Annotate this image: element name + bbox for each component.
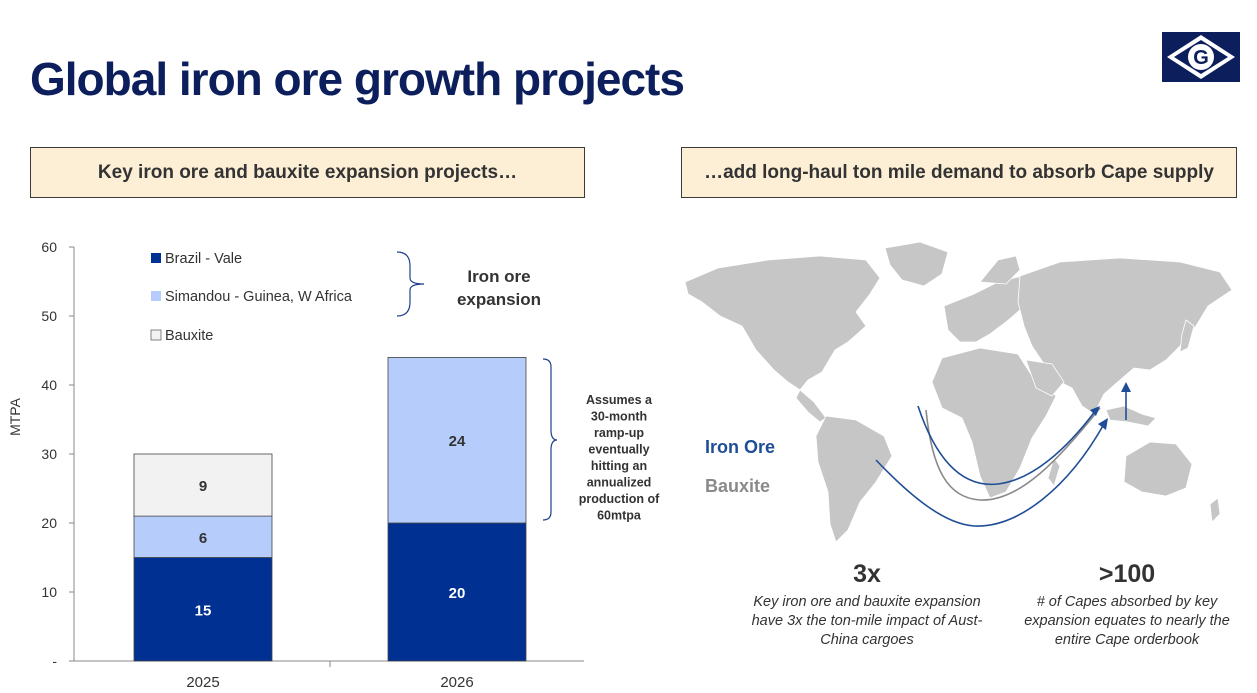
scandinavia	[979, 255, 1021, 285]
bar-value-label: 6	[199, 530, 207, 547]
stat-text: Key iron ore and bauxite expansion have …	[751, 594, 983, 648]
legend-swatch	[151, 291, 161, 301]
bar-segment	[133, 515, 273, 558]
arrow-head-iron-africa	[1090, 406, 1100, 416]
bar-segment	[387, 522, 527, 662]
x-tick-label: 2025	[186, 674, 219, 691]
map-legend-bauxite: Bauxite	[705, 476, 771, 496]
stat-value: 3x	[853, 560, 881, 588]
y-tick-label: 60	[41, 239, 57, 255]
page-title: Global iron ore growth projects	[30, 53, 685, 105]
y-tick-label: 30	[41, 446, 57, 462]
madagascar	[1047, 457, 1061, 487]
ramp-up-annotation: Assumes a 30-month ramp-up eventually hittin…	[579, 393, 660, 523]
legend-label: Brazil - Vale	[165, 251, 242, 267]
annotation-bracket	[542, 358, 558, 521]
x-tick-label: 2026	[440, 674, 473, 691]
legend-bracket	[396, 251, 425, 317]
bar-value-label: 15	[195, 602, 212, 619]
stacked-bar-chart: - 10 20 30 40 50 60 15 6 9 2025 20 24 2026 Brazil - …	[7, 239, 660, 691]
stat-capes-absorbed: >100 # of Capes absorbed by key expansio…	[1012, 560, 1242, 650]
greenland	[884, 241, 949, 287]
stat-text: # of Capes absorbed by key expansion equ…	[1024, 594, 1230, 648]
bar-segment	[133, 453, 273, 517]
central-america	[795, 389, 827, 423]
asia	[1017, 257, 1233, 415]
arabia	[1025, 359, 1065, 397]
route-iron-ore-brazil	[875, 423, 1105, 527]
bar-segment	[387, 357, 527, 524]
map-legend-iron-ore: Iron Ore	[705, 437, 776, 457]
y-axis-label: MTPA	[7, 397, 23, 436]
y-tick-label: -	[52, 653, 57, 669]
y-tick-label: 50	[41, 308, 57, 324]
left-callout-box: Key iron ore and bauxite expansion proje…	[30, 147, 585, 198]
company-logo: G	[1162, 32, 1240, 82]
legend-bracket-label: Iron ore expansion	[457, 267, 541, 309]
south-america	[815, 415, 893, 543]
logo-letter: G	[1193, 47, 1209, 69]
legend-label: Bauxite	[165, 328, 213, 344]
australia	[1123, 441, 1193, 497]
bar-value-label: 24	[449, 433, 466, 450]
legend-label: Simandou - Guinea, W Africa	[165, 289, 353, 305]
bar-segment	[133, 557, 273, 662]
new-zealand	[1209, 497, 1221, 523]
stat-value: >100	[1098, 560, 1156, 588]
y-tick-label: 10	[41, 584, 57, 600]
arrow-head-iron-brazil	[1098, 418, 1108, 430]
japan	[1179, 319, 1195, 353]
stat-ton-mile: 3x Key iron ore and bauxite expansion ha…	[742, 560, 992, 650]
legend-swatch	[150, 329, 162, 341]
europe	[943, 275, 1033, 343]
bar-value-label: 9	[199, 478, 207, 495]
bar-value-label: 20	[449, 585, 466, 602]
arrow-head-china	[1121, 382, 1131, 392]
north-america	[684, 255, 881, 391]
route-bauxite	[925, 407, 1101, 501]
world-map	[684, 241, 1233, 543]
legend-swatch	[151, 253, 161, 263]
y-tick-label: 40	[41, 377, 57, 393]
route-iron-ore-africa	[917, 405, 1097, 486]
right-callout-box: …add long-haul ton mile demand to absorb…	[681, 147, 1237, 198]
y-tick-label: 20	[41, 515, 57, 531]
southeast-asia-islands	[1105, 405, 1157, 427]
